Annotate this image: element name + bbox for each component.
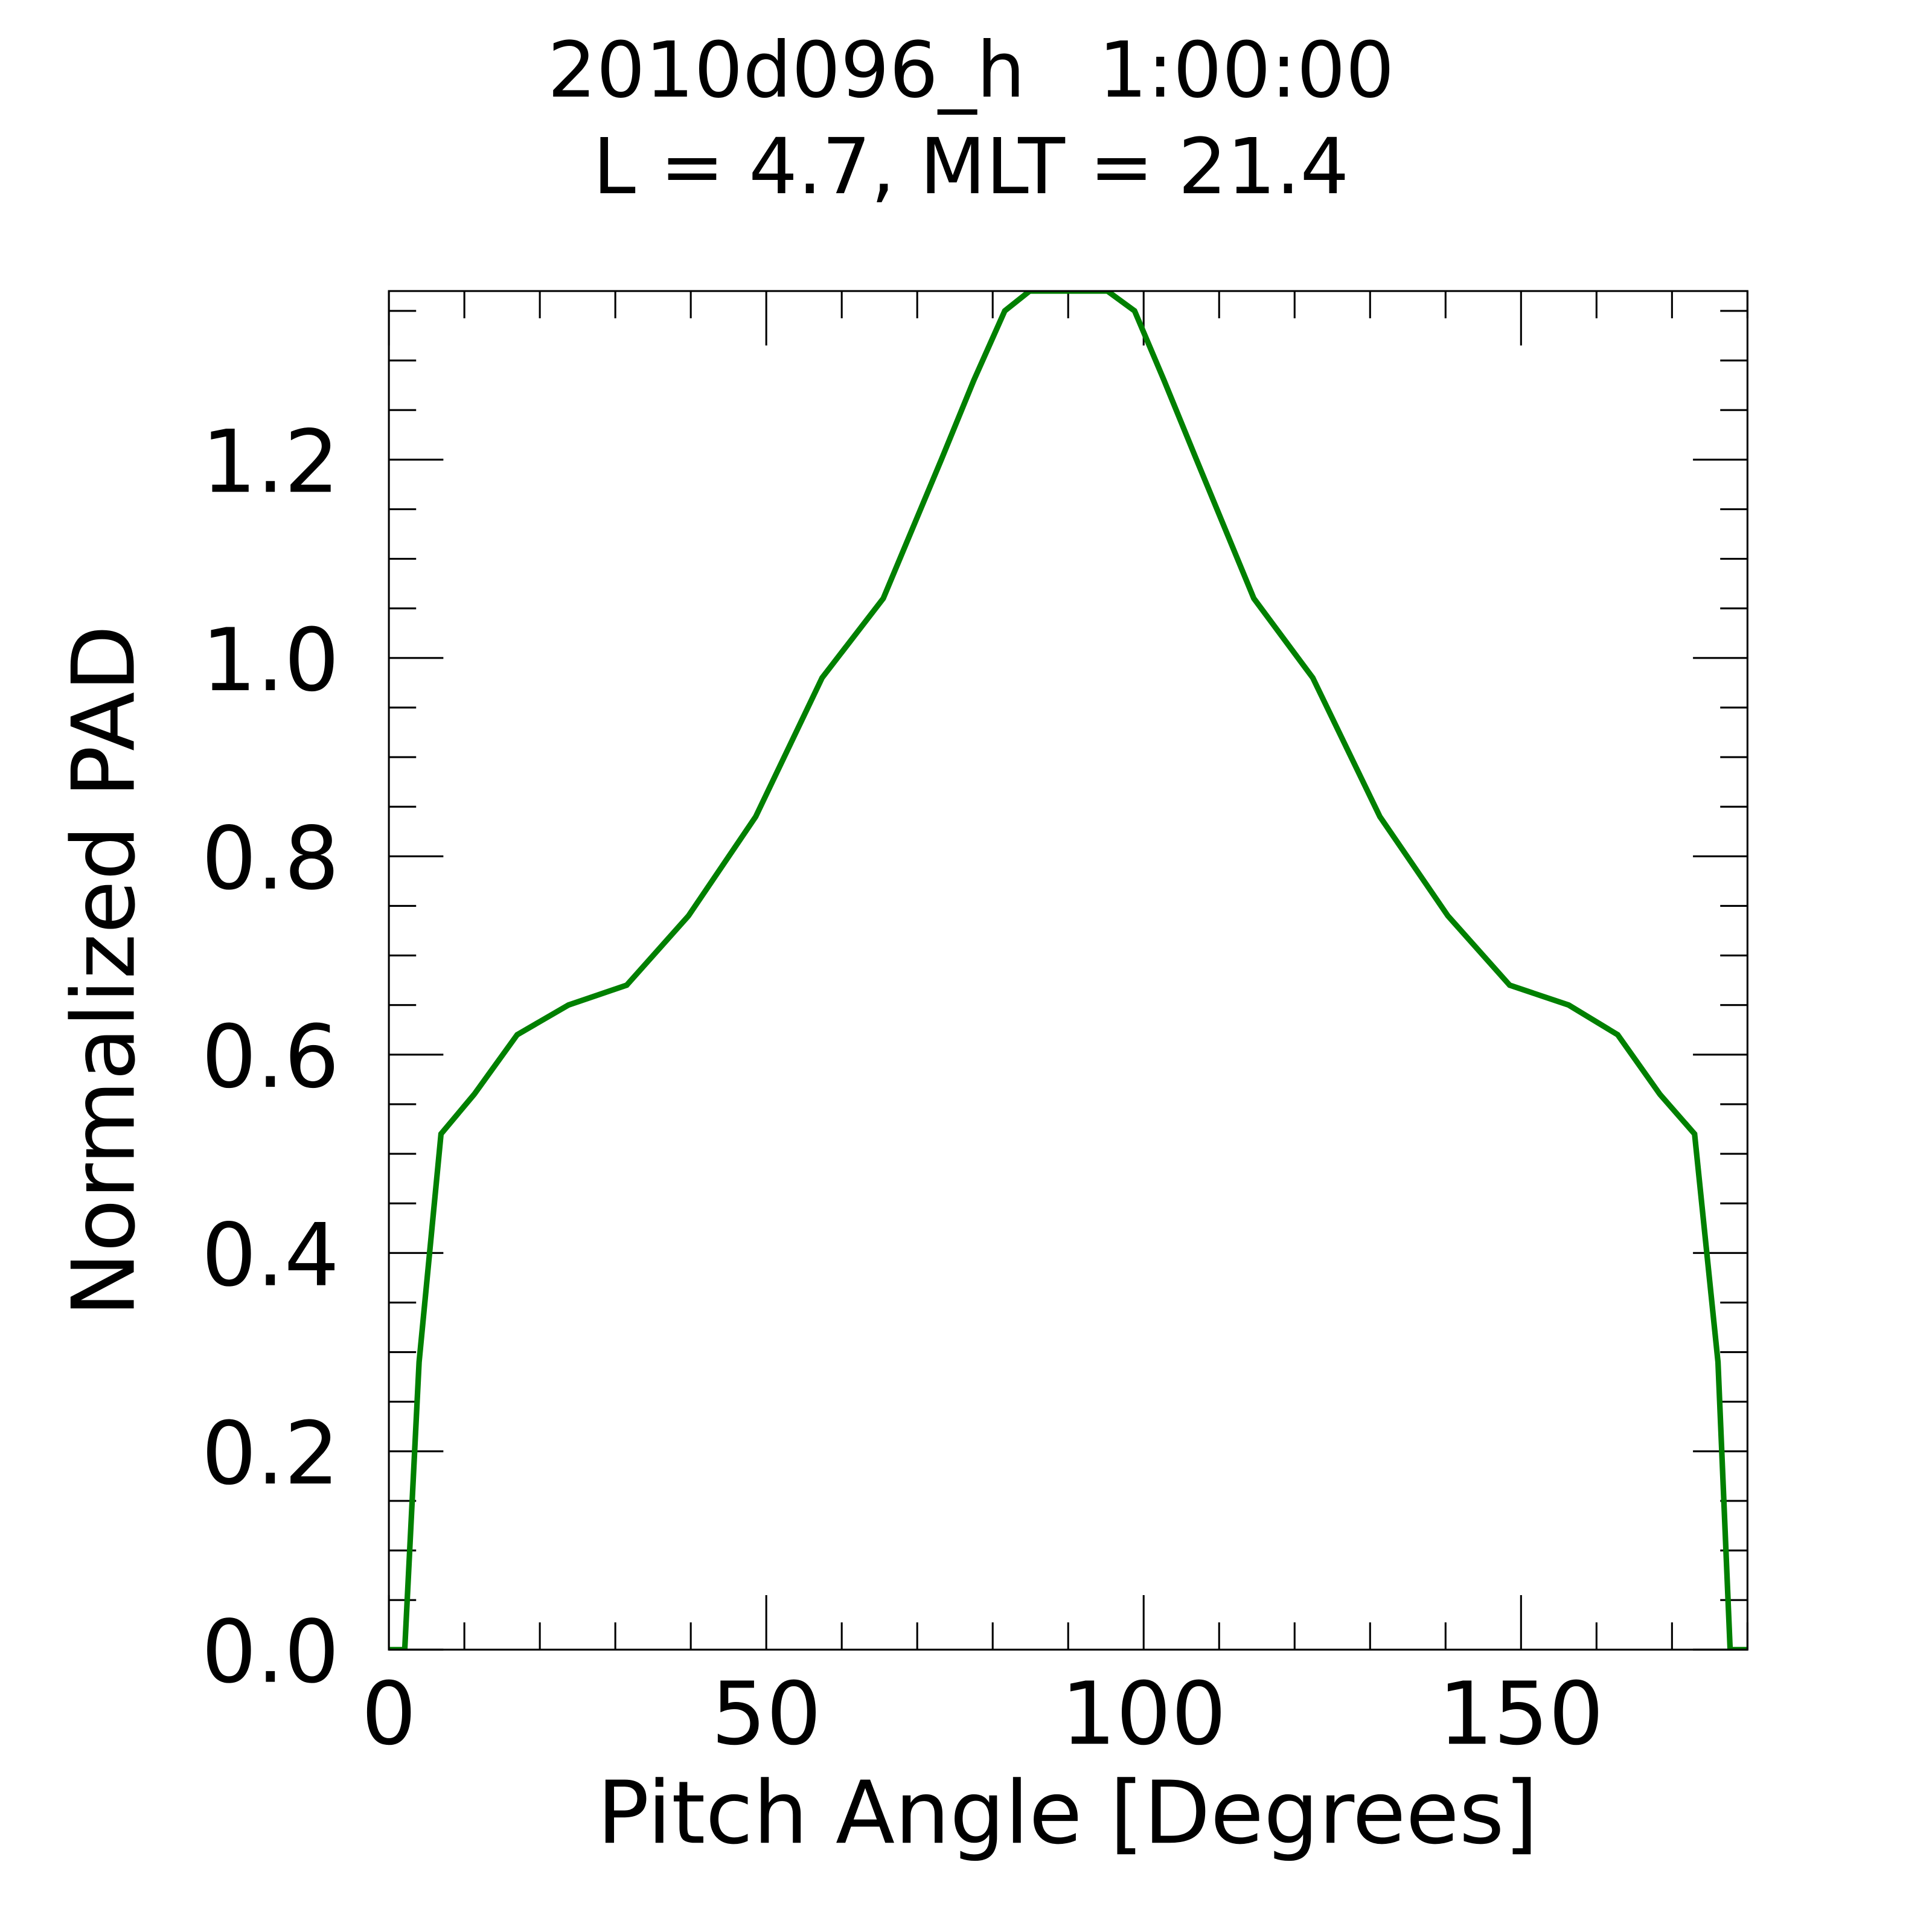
y-tick-label: 0.0 <box>202 1602 339 1703</box>
y-tick-label: 0.8 <box>202 808 339 909</box>
series-line-pad <box>389 291 1748 1650</box>
y-tick-label: 0.2 <box>202 1403 339 1504</box>
y-tick-label: 0.6 <box>202 1006 339 1107</box>
x-axis-label: Pitch Angle [Degrees] <box>597 1762 1538 1863</box>
y-axis-label: Normalized PAD <box>54 625 155 1317</box>
chart-subtitle: L = 4.7, MLT = 21.4 <box>593 122 1349 211</box>
x-tick-label: 0 <box>361 1663 416 1764</box>
chart-title: 2010d096_h 1:00:00 <box>548 25 1395 115</box>
x-tick-label: 150 <box>1438 1663 1604 1764</box>
y-tick-label: 1.2 <box>202 412 339 513</box>
y-tick-label: 0.4 <box>202 1205 339 1306</box>
y-tick-label: 1.0 <box>202 610 339 711</box>
x-tick-label: 50 <box>711 1663 822 1764</box>
x-tick-label: 100 <box>1061 1663 1226 1764</box>
plot-frame <box>388 290 1748 1651</box>
